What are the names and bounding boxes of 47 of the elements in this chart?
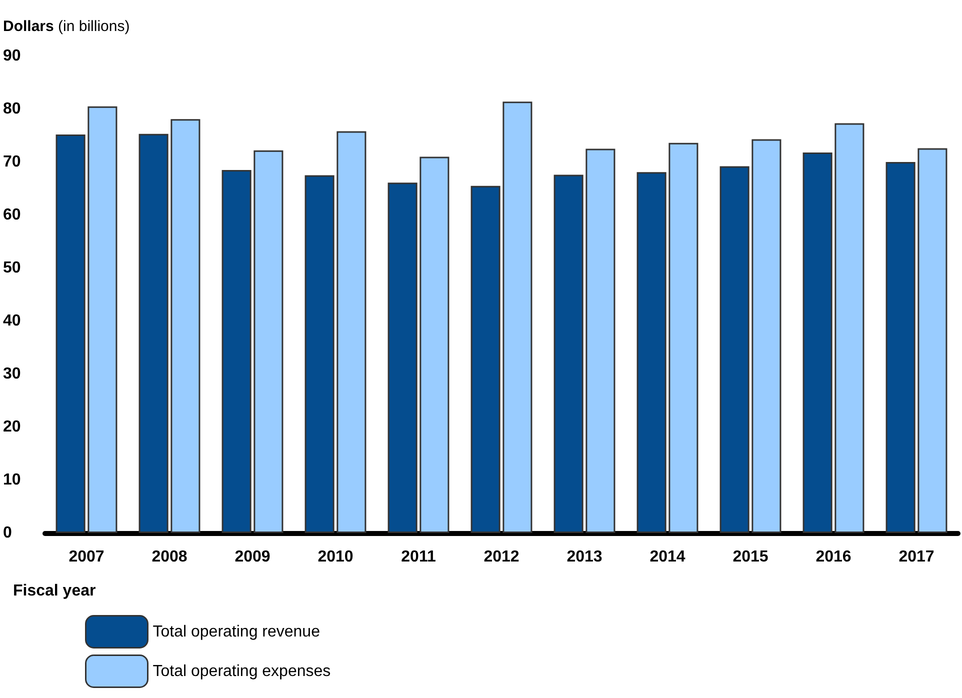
- y-tick-label: 10: [3, 472, 21, 488]
- bar: [88, 106, 118, 533]
- bar: [502, 102, 532, 533]
- x-tick-label: 2015: [732, 548, 768, 566]
- legend-label: Total operating revenue: [152, 623, 320, 640]
- y-tick-label: 90: [3, 48, 21, 64]
- bar: [470, 186, 500, 533]
- bar: [138, 134, 168, 533]
- x-tick-label: 2011: [401, 548, 436, 566]
- bar: [586, 148, 616, 533]
- bar: [56, 134, 86, 533]
- legend-label: Total operating expenses: [152, 662, 331, 680]
- y-tick-label: 30: [3, 366, 21, 382]
- y-tick-label: 50: [3, 260, 21, 276]
- bar: [170, 119, 200, 533]
- bar: [254, 150, 284, 533]
- bar: [636, 172, 666, 533]
- x-tick-label: 2007: [68, 548, 104, 566]
- bar: [420, 156, 450, 533]
- x-axis-title: Fiscal year: [13, 582, 96, 600]
- bar: [336, 131, 366, 533]
- y-axis-title: Dollars (in billions): [3, 18, 130, 35]
- x-tick-label: 2010: [318, 548, 354, 566]
- x-tick-label: 2009: [234, 548, 270, 566]
- bar: [668, 142, 698, 533]
- bar: [720, 166, 750, 533]
- x-tick-label: 2016: [816, 548, 852, 566]
- bar: [752, 139, 782, 533]
- bar: [918, 148, 948, 533]
- bar: [304, 175, 334, 533]
- x-tick-label: 2008: [152, 548, 188, 566]
- bar: [802, 152, 832, 533]
- x-tick-label: 2017: [898, 548, 934, 566]
- bar: [886, 162, 916, 533]
- bar: [834, 123, 864, 533]
- x-tick-label: 2012: [484, 548, 520, 566]
- bar: [554, 174, 584, 533]
- y-tick-label: 0: [3, 524, 12, 542]
- bar: [222, 170, 252, 533]
- x-tick-label: 2013: [566, 548, 602, 566]
- y-tick-label: 40: [3, 312, 21, 330]
- y-tick-label: 70: [3, 154, 21, 170]
- x-tick-label: 2014: [650, 548, 686, 566]
- bar: [388, 182, 418, 533]
- y-tick-label: 20: [3, 418, 21, 436]
- y-tick-label: 80: [3, 100, 21, 118]
- y-tick-label: 60: [3, 206, 21, 224]
